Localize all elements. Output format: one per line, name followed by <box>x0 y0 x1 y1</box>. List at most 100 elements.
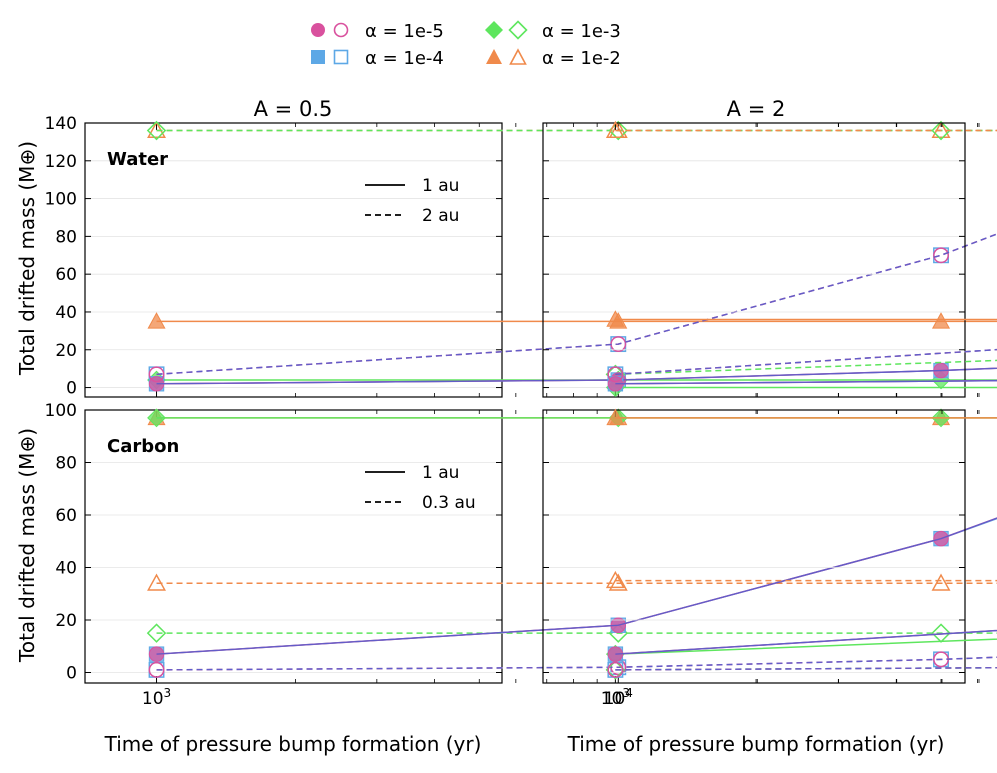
panels: 0 20 40 60 80 100 120 140 Water 1 au 2 au 0 20 40 60 80… <box>45 114 997 709</box>
y-tick-label: 80 <box>55 454 77 474</box>
data-point-dashed <box>605 570 625 589</box>
title-a-2: A = 2 <box>727 97 786 121</box>
y-tick-label: 120 <box>45 152 77 172</box>
series-line-dashed <box>156 233 997 376</box>
axes-frame <box>542 409 966 684</box>
panel-water-a2 <box>542 120 997 398</box>
legend-label-alpha-1e-2: α = 1e-2 <box>542 48 621 69</box>
series-alpha-1e-3 <box>146 120 997 390</box>
legend-filled-triangle-marker <box>486 49 502 64</box>
overlay-line-dashed <box>156 656 997 671</box>
data-point-dashed <box>147 573 166 591</box>
series-line-dashed <box>615 348 997 376</box>
series-line-dashed <box>615 666 997 671</box>
line-legend-label: 1 au <box>422 176 459 196</box>
overlay-line-dashed <box>156 233 997 375</box>
series-line-dashed <box>156 632 997 634</box>
legend-filled-circle-marker <box>311 23 325 37</box>
panel-label: Water <box>107 149 168 170</box>
axes-frame <box>542 122 966 398</box>
series-alpha-1e-4 <box>148 517 997 678</box>
data-point-dashed <box>608 573 628 591</box>
data-point-solid <box>147 408 166 428</box>
legend-entry-alpha-1e-2: α = 1e-2 <box>486 48 621 69</box>
data-point-dashed <box>931 573 951 591</box>
panel-label: Carbon <box>107 436 179 457</box>
axes-frame <box>84 122 503 398</box>
data-point-dashed <box>146 623 167 643</box>
legend-label-alpha-1e-3: α = 1e-3 <box>542 21 621 42</box>
series-alpha-1e-3 <box>146 408 997 643</box>
data-point-dashed <box>931 120 951 141</box>
y-tick-label: 40 <box>55 559 77 579</box>
y-tick-label: 20 <box>55 611 77 631</box>
series-alpha-1e-4 <box>148 233 997 392</box>
xlabel-right: Time of pressure bump formation (yr) <box>567 732 945 756</box>
data-point-solid <box>147 312 166 329</box>
y-tick-label: 140 <box>45 114 77 134</box>
overlay-line-solid <box>156 367 997 385</box>
y-tick-label: 0 <box>66 379 77 399</box>
data-point-dashed <box>605 120 625 139</box>
legend-entry-alpha-1e-5: α = 1e-5 <box>311 21 444 42</box>
data-point-solid <box>606 310 625 327</box>
legend-label-alpha-1e-5: α = 1e-5 <box>365 21 444 42</box>
legend-open-circle-marker <box>333 22 349 38</box>
y-tick-label: 60 <box>55 265 77 285</box>
overlay-line-dashed <box>615 348 997 375</box>
y-tick-label: 0 <box>66 664 77 684</box>
series-line-dashed <box>156 233 997 376</box>
overlay-line-solid <box>156 517 997 655</box>
y-tick-label: 20 <box>55 341 77 361</box>
legend-label-alpha-1e-4: α = 1e-4 <box>365 48 444 69</box>
xlabel-left: Time of pressure bump formation (yr) <box>104 732 482 756</box>
x-tick-label: 103 <box>601 686 630 709</box>
data-point-solid <box>931 312 951 329</box>
panel-water-a05: 0 20 40 60 80 100 120 140 Water 1 au 2 au <box>45 114 997 399</box>
legend-open-diamond-marker <box>508 20 528 40</box>
data-point-dashed <box>933 247 949 264</box>
series-alpha-1e-2 <box>605 408 997 589</box>
line-legend-label: 2 au <box>422 206 459 226</box>
y-tick-label: 100 <box>45 401 77 421</box>
data-point-dashed <box>148 661 165 678</box>
legend-open-square-marker <box>333 49 349 65</box>
x-tick-label: 104 <box>604 686 633 709</box>
legend-open-triangle-marker <box>509 48 527 65</box>
series-line-dashed <box>156 656 997 671</box>
series-line-dashed <box>156 656 997 671</box>
series-alpha-1e-3 <box>605 359 997 397</box>
y-tick-label: 60 <box>55 506 77 526</box>
panel-carbon-a2: 103104105106nobump <box>542 408 997 709</box>
legend-filled-diamond-marker <box>485 21 503 39</box>
line-legend-label: 0.3 au <box>422 493 476 513</box>
y-tick-label: 80 <box>55 227 77 247</box>
series-line-dashed <box>615 348 997 376</box>
line-legend-label: 1 au <box>422 463 459 483</box>
data-point-solid <box>606 408 625 426</box>
series-line-dashed <box>615 666 997 671</box>
series-alpha-1e-5 <box>148 233 997 392</box>
series-alpha-1e-2 <box>147 120 997 329</box>
series-alpha-1e-2 <box>147 408 997 591</box>
series-line-solid <box>156 517 997 655</box>
y-tick-label: 40 <box>55 303 77 323</box>
series-line-solid <box>156 517 997 655</box>
axes-frame <box>84 409 503 684</box>
data-point-dashed <box>146 120 167 141</box>
ylabel-carbon: Total drifted mass (M⊕) <box>15 428 39 663</box>
overlay-line-dashed <box>615 667 997 671</box>
alpha-legend: α = 1e-5 α = 1e-4 α = 1e-3 α = 1e-2 <box>311 20 621 69</box>
title-a-0-5: A = 0.5 <box>254 97 333 121</box>
legend-entry-alpha-1e-3: α = 1e-3 <box>485 20 621 42</box>
series-alpha-1e-5 <box>148 517 997 678</box>
y-tick-label: 100 <box>45 190 77 210</box>
ylabel-water: Total drifted mass (M⊕) <box>15 141 39 376</box>
legend-entry-alpha-1e-4: α = 1e-4 <box>311 48 444 69</box>
legend-filled-square-marker <box>311 50 325 64</box>
series-alpha-1e-2 <box>605 120 997 327</box>
data-point-dashed <box>607 661 624 678</box>
x-tick-label: 103 <box>142 686 171 709</box>
series-line-dashed <box>615 359 997 376</box>
